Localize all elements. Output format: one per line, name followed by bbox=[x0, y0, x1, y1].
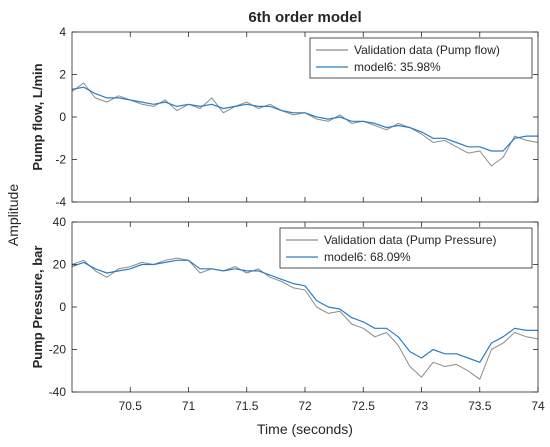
subplot-2: -40 -20 0 20 40 70.5 71 71.5 72 72.5 73 73.5 74 Pump … bbox=[30, 215, 545, 413]
legend-label: Validation data (Pump Pressure) bbox=[324, 233, 497, 247]
series-line-2-2 bbox=[71, 259, 538, 363]
subplot-y-axis-label: Pump Pressure, bar bbox=[30, 246, 45, 369]
y-tick-label: 0 bbox=[59, 300, 66, 314]
legend-box bbox=[279, 227, 533, 269]
x-tick-label: 70.5 bbox=[119, 399, 143, 413]
y-tick-label: -4 bbox=[55, 195, 66, 209]
y-tick-label: 0 bbox=[59, 110, 66, 124]
y-tick-label: 4 bbox=[59, 25, 66, 39]
x-tick-label: 72.5 bbox=[352, 399, 376, 413]
subplot-y-axis-label: Pump flow, L/min bbox=[30, 63, 45, 170]
x-tick-label: 74 bbox=[531, 399, 545, 413]
y-tick-label: 2 bbox=[59, 68, 66, 82]
subplot-1: -4 -2 0 2 4 Pump flow, L/min Validation data (… bbox=[30, 25, 539, 209]
y-tick-label: -40 bbox=[49, 385, 67, 399]
chart-title: 6th order model bbox=[248, 9, 361, 26]
legend-1: Validation data (Pump flow) model6: 35.98… bbox=[309, 37, 533, 79]
common-y-axis-label: Amplitude bbox=[5, 184, 21, 246]
x-axis-label: Time (seconds) bbox=[257, 421, 353, 437]
x-tick-label: 71 bbox=[182, 399, 196, 413]
series-line-2-1 bbox=[71, 257, 539, 380]
series-line-1-2 bbox=[71, 86, 538, 152]
x-tick-label: 73 bbox=[415, 399, 429, 413]
legend-box bbox=[309, 37, 533, 79]
x-tick-label: 72 bbox=[298, 399, 312, 413]
y-tick-label: -20 bbox=[49, 343, 67, 357]
legend-2: Validation data (Pump Pressure) model6: 6… bbox=[279, 227, 533, 269]
series-line-1-1 bbox=[71, 82, 539, 167]
y-tick-label: -2 bbox=[55, 153, 66, 167]
y-tick-label: 40 bbox=[53, 215, 67, 229]
x-tick-label: 71.5 bbox=[235, 399, 259, 413]
legend-label: Validation data (Pump flow) bbox=[354, 43, 500, 57]
legend-label: model6: 35.98% bbox=[354, 60, 441, 74]
x-tick-label: 73.5 bbox=[468, 399, 492, 413]
legend-label: model6: 68.09% bbox=[324, 250, 411, 264]
y-tick-label: 20 bbox=[53, 258, 67, 272]
